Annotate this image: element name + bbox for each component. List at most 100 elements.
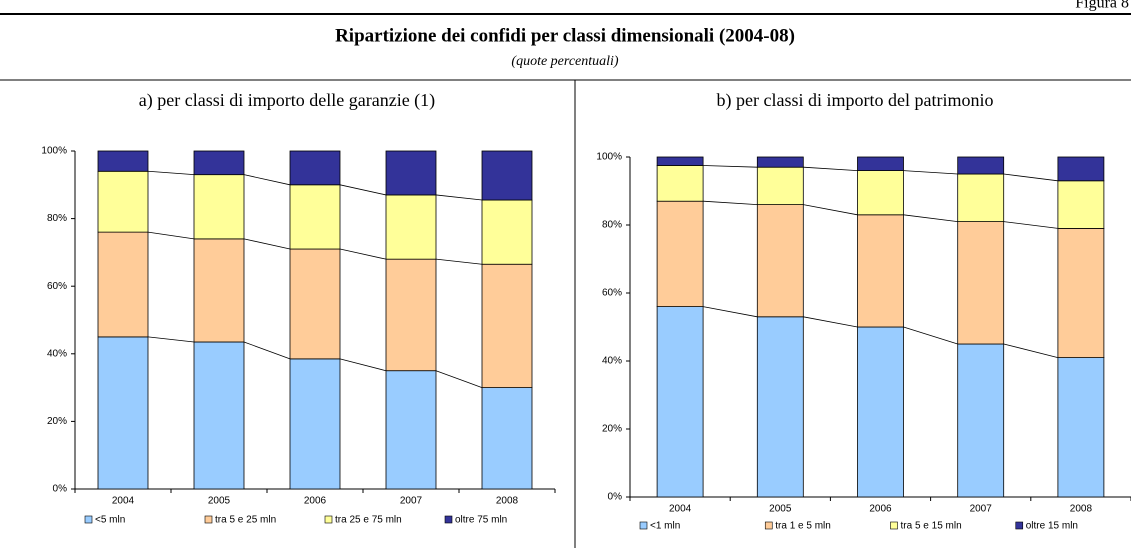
bar-segment bbox=[193, 341, 245, 490]
series-line bbox=[1003, 221, 1058, 229]
x-tick-label: 2007 bbox=[400, 496, 423, 507]
series-line bbox=[147, 336, 195, 343]
series-line bbox=[147, 231, 195, 240]
bar-segment bbox=[857, 326, 904, 498]
x-tick-label: 2005 bbox=[769, 504, 792, 515]
y-tick-label: 40% bbox=[602, 356, 622, 367]
x-tick-label: 2007 bbox=[970, 504, 993, 515]
bar-segment bbox=[857, 214, 904, 328]
bar-segment bbox=[385, 194, 437, 260]
series-line bbox=[435, 370, 483, 388]
bar-segment bbox=[385, 370, 437, 490]
bar-segment bbox=[481, 199, 533, 265]
bar-segment bbox=[385, 150, 437, 196]
series-line bbox=[703, 165, 758, 168]
bar-segment bbox=[756, 316, 804, 498]
legend-label: tra 5 e 15 mln bbox=[901, 521, 962, 532]
bar-segment bbox=[193, 174, 245, 240]
series-line bbox=[339, 248, 387, 260]
legend-label: <1 mln bbox=[650, 521, 680, 532]
y-tick-label: 80% bbox=[47, 213, 67, 224]
y-tick-label: 0% bbox=[608, 492, 623, 503]
x-tick-label: 2006 bbox=[304, 496, 327, 507]
series-line bbox=[243, 238, 291, 250]
bar-segment bbox=[756, 156, 804, 168]
x-tick-label: 2006 bbox=[869, 504, 892, 515]
x-tick-label: 2008 bbox=[496, 496, 519, 507]
legend-swatch bbox=[639, 521, 648, 530]
legend-label: <5 mln bbox=[95, 515, 125, 526]
bar-segment bbox=[1057, 357, 1105, 498]
legend-label: tra 5 e 25 mln bbox=[215, 515, 276, 526]
legend-label: oltre 75 mln bbox=[455, 515, 507, 526]
series-line bbox=[803, 204, 858, 216]
bar-segment bbox=[1057, 227, 1105, 358]
series-line bbox=[147, 170, 195, 176]
series-line bbox=[903, 170, 958, 175]
bar-segment bbox=[481, 150, 533, 201]
y-tick-label: 0% bbox=[53, 484, 68, 495]
legend-swatch bbox=[204, 515, 213, 524]
bar-segment bbox=[957, 156, 1005, 175]
bar-segment bbox=[957, 173, 1005, 222]
legend-swatch bbox=[324, 515, 333, 524]
series-line bbox=[1003, 343, 1058, 358]
series-line bbox=[435, 194, 483, 201]
bar-segment bbox=[656, 306, 704, 498]
bar-segment bbox=[656, 200, 704, 307]
legend-label: oltre 15 mln bbox=[1026, 521, 1078, 532]
y-tick-label: 60% bbox=[602, 288, 622, 299]
panel-title: b) per classi di importo del patrimonio bbox=[717, 90, 994, 111]
series-line bbox=[703, 200, 758, 205]
y-tick-label: 20% bbox=[47, 416, 67, 427]
series-line bbox=[243, 174, 291, 186]
bar-segment bbox=[656, 156, 704, 166]
series-line bbox=[803, 166, 858, 171]
bar-segment bbox=[756, 166, 804, 205]
legend-swatch bbox=[1015, 521, 1024, 530]
y-tick-label: 40% bbox=[47, 348, 67, 359]
bar-segment bbox=[289, 358, 341, 490]
bar-segment bbox=[193, 238, 245, 343]
bar-segment bbox=[481, 263, 533, 389]
figure-subtitle: (quote percentuali) bbox=[511, 54, 619, 69]
figure-label: Figura 8 bbox=[1075, 0, 1129, 12]
y-tick-label: 80% bbox=[602, 220, 622, 231]
bar-segment bbox=[481, 387, 533, 490]
x-tick-label: 2004 bbox=[112, 496, 135, 507]
bar-segment bbox=[97, 150, 149, 172]
legend-swatch bbox=[890, 521, 898, 530]
legend-swatch bbox=[84, 515, 93, 524]
legend-label: tra 25 e 75 mln bbox=[335, 515, 402, 526]
y-tick-label: 20% bbox=[602, 424, 622, 435]
series-line bbox=[703, 306, 758, 318]
bar-segment bbox=[957, 343, 1005, 498]
legend-swatch bbox=[764, 521, 773, 530]
series-line bbox=[243, 341, 291, 360]
series-line bbox=[1003, 173, 1058, 182]
legend-label: tra 1 e 5 mln bbox=[775, 521, 831, 532]
bar-segment bbox=[97, 170, 149, 233]
panel-title: a) per classi di importo delle garanzie … bbox=[139, 90, 435, 111]
figure-title: Ripartizione dei confidi per classi dime… bbox=[335, 25, 795, 46]
bar-segment bbox=[193, 150, 245, 176]
y-tick-label: 100% bbox=[41, 146, 67, 157]
y-tick-label: 60% bbox=[47, 281, 67, 292]
x-tick-label: 2004 bbox=[669, 504, 692, 515]
series-line bbox=[903, 326, 958, 345]
bar-segment bbox=[857, 156, 904, 172]
bar-segment bbox=[1057, 156, 1105, 182]
x-tick-label: 2008 bbox=[1070, 504, 1093, 515]
bar-segment bbox=[97, 231, 149, 338]
bar-segment bbox=[857, 170, 904, 216]
bar-segment bbox=[756, 204, 804, 318]
legend-swatch bbox=[444, 515, 453, 524]
bar-segment bbox=[289, 248, 341, 360]
series-line bbox=[435, 258, 483, 265]
bar-segment bbox=[957, 221, 1005, 345]
x-tick-label: 2005 bbox=[208, 496, 231, 507]
bar-segment bbox=[289, 184, 341, 250]
bar-segment bbox=[385, 258, 437, 372]
bar-segment bbox=[289, 150, 341, 186]
